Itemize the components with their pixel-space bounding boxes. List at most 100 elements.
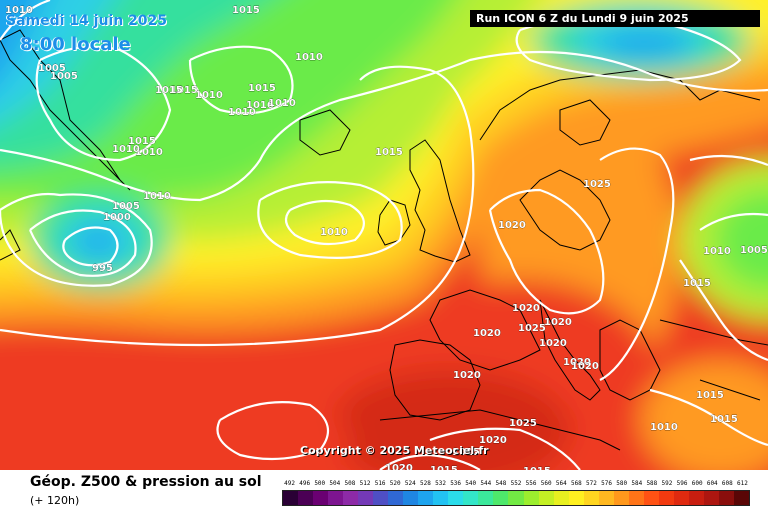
copyright-notice: Copyright © 2025 Meteociel.fr	[300, 444, 489, 457]
isobar-label: 1015	[248, 83, 276, 94]
legend-tick-label: 580	[616, 480, 628, 487]
isobar-label: 1010	[228, 107, 256, 118]
legend-swatch	[643, 491, 659, 505]
footer: Géop. Z500 & pression au sol (+ 120h) 49…	[0, 470, 768, 512]
isobar-label: 1015	[155, 85, 183, 96]
isobar-label: 1020	[473, 328, 501, 339]
isobar-label: 1010	[320, 227, 348, 238]
legend-swatch	[463, 491, 479, 505]
forecast-date: Samedi 14 juin 2025	[6, 13, 168, 29]
isobar-label: 1010	[112, 144, 140, 155]
legend-swatch	[718, 491, 734, 505]
legend-color-bar	[282, 490, 750, 506]
legend-tick-label: 612	[737, 480, 748, 487]
legend-swatch	[358, 491, 374, 505]
legend-swatch	[508, 491, 524, 505]
isobar-label: 1015	[375, 147, 403, 158]
isobar-label: 1020	[479, 435, 507, 446]
isobar-label: 1015	[170, 85, 198, 96]
legend-swatch	[433, 491, 449, 505]
legend-swatch	[418, 491, 434, 505]
legend-swatch	[523, 491, 539, 505]
legend-swatch	[448, 491, 464, 505]
isobar-label: 1010	[135, 147, 163, 158]
isobar-label: 1020	[453, 370, 481, 381]
isobar-label: 1015	[710, 414, 738, 425]
legend-tick-label: 532	[435, 480, 446, 487]
legend-tick-label: 516	[374, 480, 386, 487]
isobar-label: 1025	[509, 418, 537, 429]
legend-swatch	[283, 491, 299, 505]
legend-swatch	[373, 491, 389, 505]
isobar-label: 1015	[683, 278, 711, 289]
isobar-label: 1020	[544, 317, 572, 328]
legend-tick-label: 576	[601, 480, 612, 487]
legend-tick-labels: 492 496 500 504 508 512 516 520 524 528 532 536 540 5…	[282, 480, 750, 489]
legend-swatch	[388, 491, 404, 505]
isobar-label: 1005	[50, 71, 78, 82]
legend-swatch	[403, 491, 419, 505]
isobar-label: 1015	[128, 136, 156, 147]
chart-title: Géop. Z500 & pression au sol	[30, 474, 262, 490]
legend-tick-label: 552	[510, 480, 522, 487]
legend-tick-label: 544	[480, 480, 492, 487]
isobar-label: 1016	[246, 100, 274, 111]
legend-swatch	[568, 491, 584, 505]
legend-tick-label: 560	[540, 480, 552, 487]
legend-tick-label: 540	[465, 480, 477, 487]
legend-swatch	[733, 491, 749, 505]
forecast-lead-time: (+ 120h)	[30, 494, 80, 507]
legend-tick-label: 508	[344, 480, 356, 487]
isobar-label: 1020	[498, 220, 526, 231]
isobar-label: 1015	[232, 5, 260, 16]
legend-tick-label: 600	[691, 480, 703, 487]
legend-tick-label: 596	[676, 480, 688, 487]
isobar-label: 1015	[523, 466, 551, 470]
legend-tick-label: 504	[329, 480, 341, 487]
legend-tick-label: 500	[314, 480, 326, 487]
isobar-label: 1020	[539, 338, 567, 349]
legend-tick-label: 556	[525, 480, 537, 487]
isobar-label: 1000	[103, 212, 131, 223]
isobar-label: 1010	[295, 52, 323, 63]
legend-swatch	[313, 491, 329, 505]
forecast-time: 8:00 locale	[20, 34, 131, 55]
isobar-label: 1015	[430, 465, 458, 470]
isobars	[0, 0, 768, 470]
isobar-label: 1010	[5, 5, 33, 16]
legend-swatch	[553, 491, 569, 505]
legend-tick-label: 584	[631, 480, 643, 487]
isobar-label: 1010	[195, 90, 223, 101]
legend-tick-label: 608	[721, 480, 733, 487]
legend-swatch	[673, 491, 689, 505]
isobar-label: 1025	[518, 323, 546, 334]
isobar-label: 1020	[571, 361, 599, 372]
legend-swatch	[628, 491, 644, 505]
isobar-label: 1020	[563, 357, 591, 368]
legend-swatch	[478, 491, 494, 505]
legend-swatch	[703, 491, 719, 505]
isobar-label: 995	[92, 263, 113, 274]
legend-tick-label: 536	[450, 480, 462, 487]
legend-swatch	[598, 491, 614, 505]
legend-swatch	[328, 491, 344, 505]
legend-swatch	[583, 491, 599, 505]
legend-tick-label: 520	[389, 480, 401, 487]
legend-tick-label: 548	[495, 480, 507, 487]
isobar-label: 1005	[112, 201, 140, 212]
legend-swatch	[613, 491, 629, 505]
legend-tick-label: 588	[646, 480, 658, 487]
color-scale-legend: 492 496 500 504 508 512 516 520 524 528 532 536 540 5…	[282, 480, 750, 510]
legend-tick-label: 524	[404, 480, 416, 487]
isobar-label: 1010	[268, 98, 296, 109]
legend-tick-label: 604	[706, 480, 718, 487]
legend-tick-label: 496	[299, 480, 311, 487]
isobar-label: 1010	[143, 191, 171, 202]
isobar-label: 1010	[650, 422, 678, 433]
isobar-label: 1025	[583, 179, 611, 190]
legend-tick-label: 592	[661, 480, 673, 487]
legend-swatch	[493, 491, 509, 505]
legend-tick-label: 528	[419, 480, 431, 487]
